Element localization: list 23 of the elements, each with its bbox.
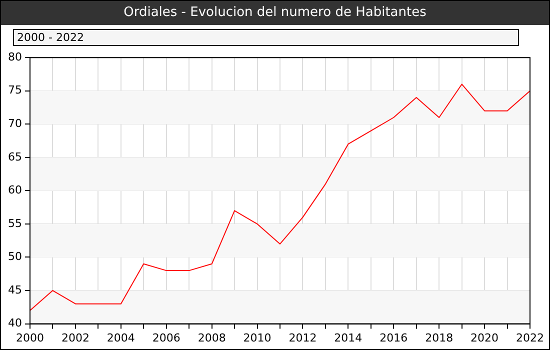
chart-title: Ordiales - Evolucion del numero de Habitantes bbox=[1, 1, 549, 25]
y-tick-label: 60 bbox=[8, 184, 22, 197]
y-tick-label: 80 bbox=[8, 50, 22, 64]
x-tick-label: 2014 bbox=[334, 331, 362, 344]
x-tick-label: 2010 bbox=[243, 331, 272, 344]
y-tick-label: 45 bbox=[8, 283, 22, 296]
x-tick-label: 2016 bbox=[380, 331, 408, 344]
y-tick-label: 75 bbox=[8, 84, 22, 97]
x-tick-label: 2004 bbox=[106, 331, 135, 344]
x-tick-label: 2000 bbox=[16, 331, 44, 344]
x-tick-label: 2008 bbox=[198, 331, 226, 344]
x-tick-label: 2012 bbox=[288, 331, 317, 344]
chart-subtitle: 2000 - 2022 bbox=[13, 29, 519, 46]
y-tick-label: 50 bbox=[8, 250, 22, 264]
y-tick-label: 55 bbox=[8, 216, 22, 230]
x-tick-label: 2002 bbox=[61, 331, 90, 344]
x-tick-label: 2020 bbox=[470, 331, 499, 344]
y-tick-label: 70 bbox=[8, 117, 22, 130]
x-tick-label: 2018 bbox=[425, 331, 454, 344]
y-tick-label: 65 bbox=[8, 150, 22, 164]
y-tick-label: 40 bbox=[8, 316, 22, 330]
x-tick-label: 2006 bbox=[152, 331, 180, 344]
x-tick-label: 2022 bbox=[516, 331, 544, 344]
